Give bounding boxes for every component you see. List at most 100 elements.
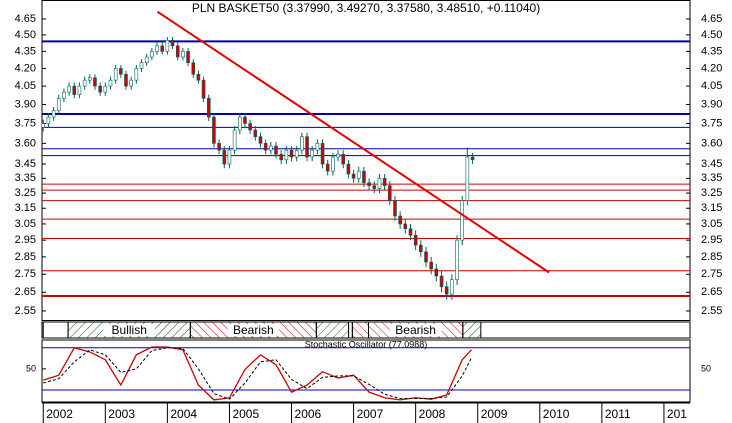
- candle-body: [294, 149, 299, 158]
- candle-body: [56, 97, 61, 112]
- signal-band: [315, 321, 350, 339]
- candle-body: [139, 62, 144, 69]
- y-tick-label: 2.65: [15, 286, 36, 298]
- signal-label: Bearish: [395, 323, 436, 337]
- candle-body: [424, 251, 428, 263]
- candle-body: [253, 129, 258, 137]
- y-tick-label-right: 2.85: [701, 251, 722, 263]
- x-tick-label: 2007: [357, 407, 384, 421]
- candle-body: [119, 68, 123, 75]
- y-tick-label-right: 2.55: [701, 305, 722, 317]
- candle-body: [87, 77, 92, 81]
- y-tick-label: 3.90: [15, 98, 36, 110]
- y-tick-label: 2.85: [15, 251, 36, 263]
- candle-body: [356, 170, 361, 179]
- y-tick-label: 4.05: [15, 80, 36, 92]
- candle-body: [341, 153, 346, 165]
- y-tick-label-right: 3.90: [701, 98, 722, 110]
- y-tick-label-right: 4.20: [701, 62, 722, 74]
- candle-body: [444, 286, 449, 295]
- candle-body: [165, 40, 170, 52]
- signal-label-bg: [103, 324, 155, 336]
- y-tick-label-right: 4.35: [701, 45, 722, 57]
- candle-body: [196, 73, 201, 81]
- y-tick-label-right: 4.65: [701, 13, 722, 25]
- candle-body: [222, 149, 227, 165]
- candle-body: [470, 156, 475, 161]
- candle-body: [212, 116, 216, 144]
- x-tick-label: 2005: [232, 407, 259, 421]
- candle-body: [382, 178, 387, 186]
- candle-body: [336, 153, 340, 158]
- candle-body: [67, 85, 71, 93]
- signal-band: [351, 321, 369, 339]
- candle-body: [398, 215, 402, 225]
- candle-body: [98, 85, 102, 93]
- stochastic-tick-label-right: 50: [701, 363, 711, 373]
- y-tick-label-right: 3.25: [701, 187, 722, 199]
- candle-body: [284, 149, 289, 161]
- x-tick-label: 2004: [170, 407, 197, 421]
- candle-body: [201, 79, 206, 99]
- candle-body: [77, 85, 82, 95]
- candle-body: [186, 51, 190, 63]
- candle-body: [124, 73, 128, 87]
- candle-body: [455, 239, 459, 280]
- candle-body: [41, 123, 46, 128]
- candle-body: [232, 129, 237, 151]
- signal-label: Bearish: [233, 323, 274, 337]
- candle-body: [175, 45, 180, 58]
- y-tick-label: 3.45: [15, 158, 36, 170]
- stochastic-title: Stochastic Oscillator (77.0988): [305, 339, 428, 349]
- candle-body: [46, 116, 51, 124]
- candle-body: [243, 116, 247, 124]
- y-tick-label-right: 3.05: [701, 218, 722, 230]
- x-tick-label: 2011: [605, 407, 631, 421]
- candle-body: [439, 275, 444, 288]
- candle-body: [393, 200, 397, 217]
- candle-body: [248, 123, 252, 131]
- y-tick-label: 4.65: [15, 13, 36, 25]
- signal-band: [42, 321, 69, 339]
- candle-body: [419, 244, 423, 253]
- candle-body: [155, 45, 159, 52]
- candle-body: [403, 223, 408, 230]
- x-tick-label: 2008: [419, 407, 446, 421]
- stochastic-line: [43, 346, 472, 401]
- candle-body: [72, 85, 77, 95]
- signal-label-bg: [389, 324, 442, 336]
- y-tick-label: 3.75: [15, 117, 36, 129]
- stochastic-tick-label: 50: [26, 363, 36, 373]
- signal-label-bg: [227, 324, 280, 336]
- x-tick-label: 201: [667, 407, 687, 421]
- y-tick-label: 4.20: [15, 62, 36, 74]
- candle-body: [279, 153, 283, 161]
- y-tick-label: 2.75: [15, 268, 36, 280]
- x-tick-label: 2003: [108, 407, 135, 421]
- candle-body: [103, 85, 108, 93]
- candle-body: [82, 79, 87, 87]
- candle-body: [227, 149, 232, 165]
- signal-label: Bullish: [112, 323, 147, 337]
- x-tick-label: 2009: [481, 407, 508, 421]
- main-frame: [41, 0, 691, 321]
- candle-body: [150, 51, 154, 58]
- candle-body: [93, 77, 97, 87]
- y-tick-label-right: 2.65: [701, 286, 722, 298]
- candle-body: [129, 79, 133, 87]
- candle-body: [325, 163, 330, 172]
- candle-body: [269, 145, 273, 151]
- x-tick-label: 2010: [543, 407, 570, 421]
- candle-body: [331, 156, 335, 172]
- candle-body: [346, 163, 351, 175]
- candle-body: [263, 143, 268, 151]
- candle-body: [238, 116, 242, 131]
- y-tick-label-right: 3.75: [701, 117, 722, 129]
- y-tick-label-right: 3.45: [701, 158, 722, 170]
- candle-body: [372, 185, 377, 189]
- candle-body: [362, 170, 366, 184]
- y-tick-label-right: 3.15: [701, 202, 722, 214]
- y-tick-label: 2.55: [15, 305, 36, 317]
- y-tick-label: 3.05: [15, 218, 36, 230]
- signal-band: [348, 321, 353, 339]
